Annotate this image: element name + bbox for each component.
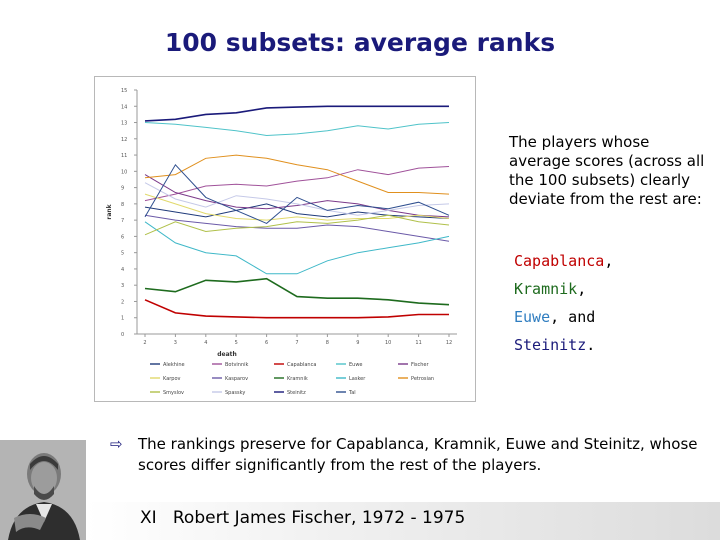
legend-label: Petrosian bbox=[411, 376, 434, 382]
legend-label: Karpov bbox=[163, 376, 181, 382]
x-tick-label: 8 bbox=[326, 340, 329, 346]
series-line-fischer bbox=[144, 174, 450, 218]
footer-caption: XI Robert James Fischer, 1972 - 1975 bbox=[140, 508, 466, 528]
series-line-spassky bbox=[144, 182, 450, 216]
series-line-tal bbox=[144, 163, 450, 224]
player-name-suffix: , and bbox=[550, 308, 596, 326]
x-tick-label: 4 bbox=[204, 340, 207, 346]
player-name: Euwe bbox=[514, 308, 551, 326]
x-tick-label: 3 bbox=[174, 340, 177, 346]
x-tick-label: 5 bbox=[235, 340, 238, 346]
y-tick-label: 10 bbox=[121, 169, 127, 175]
y-tick-label: 11 bbox=[121, 153, 127, 159]
legend-label: Fischer bbox=[411, 362, 430, 368]
portrait-illustration bbox=[0, 440, 86, 540]
y-tick-label: 14 bbox=[121, 104, 127, 110]
summary-text: The rankings preserve for Capablanca, Kr… bbox=[138, 435, 698, 474]
y-tick-label: 12 bbox=[121, 137, 127, 143]
y-tick-label: 7 bbox=[121, 218, 124, 224]
series-line-steinitz bbox=[144, 105, 449, 122]
y-tick-label: 4 bbox=[121, 267, 124, 273]
legend-label: Lasker bbox=[349, 376, 366, 382]
y-tick-label: 15 bbox=[121, 88, 127, 94]
x-tick-label: 11 bbox=[415, 340, 421, 346]
x-axis-label: death bbox=[217, 351, 237, 358]
player-name: Kramnik bbox=[514, 280, 578, 298]
portrait-photo bbox=[0, 440, 86, 540]
legend-label: Spassky bbox=[225, 390, 245, 396]
series-line-euwe bbox=[144, 122, 450, 137]
legend-label: Botvinnik bbox=[225, 362, 249, 368]
x-tick-label: 10 bbox=[385, 340, 391, 346]
player-name-item: Euwe, and bbox=[514, 303, 714, 331]
legend-label: Alekhine bbox=[163, 362, 185, 368]
y-axis-label: rank bbox=[106, 203, 113, 219]
series-line-alekhine bbox=[144, 203, 450, 219]
x-tick-label: 7 bbox=[295, 340, 298, 346]
legend-label: Capablanca bbox=[287, 362, 316, 368]
y-tick-label: 0 bbox=[121, 332, 124, 338]
footer-bar bbox=[86, 502, 720, 540]
series-line-kramnik bbox=[144, 277, 450, 306]
series-line-smyslov bbox=[144, 214, 450, 236]
y-tick-label: 13 bbox=[121, 121, 127, 127]
series-line-lasker bbox=[144, 221, 450, 275]
y-tick-label: 6 bbox=[121, 234, 124, 240]
y-tick-label: 2 bbox=[121, 299, 124, 305]
y-tick-label: 5 bbox=[121, 251, 124, 257]
player-name-item: Kramnik, bbox=[514, 275, 714, 303]
legend-label: Smyslov bbox=[163, 390, 184, 396]
legend-label: Steinitz bbox=[287, 390, 306, 396]
legend-label: Tal bbox=[348, 390, 356, 396]
x-tick-label: 6 bbox=[265, 340, 268, 346]
player-name-suffix: , bbox=[577, 280, 587, 298]
legend-label: Kramnik bbox=[287, 376, 308, 382]
y-tick-label: 9 bbox=[121, 186, 124, 192]
arrow-bullet-icon: ⇨ bbox=[110, 435, 123, 453]
player-name-suffix: , bbox=[604, 252, 614, 270]
x-tick-label: 12 bbox=[446, 340, 452, 346]
series-line-botvinnik bbox=[144, 166, 450, 202]
side-description: The players whose average scores (across… bbox=[509, 133, 705, 208]
player-name: Capablanca bbox=[514, 252, 605, 270]
rank-chart: 0 1 2 3 4 5 6 7 8 9 10 11 12 13 14 15 2 3 4 5 6 7 8 9 10 11 12 rank… bbox=[94, 76, 476, 402]
deviating-players-list: Capablanca, Kramnik, Euwe, and Steinitz. bbox=[514, 247, 714, 359]
y-tick-label: 1 bbox=[121, 316, 124, 322]
series-line-petrosian bbox=[144, 154, 450, 195]
legend-label: Euwe bbox=[349, 362, 363, 368]
player-name-item: Capablanca, bbox=[514, 247, 714, 275]
x-tick-label: 9 bbox=[356, 340, 359, 346]
summary-bullet: ⇨ The rankings preserve for Capablanca, … bbox=[110, 434, 710, 476]
player-name-suffix: . bbox=[586, 336, 596, 354]
player-name: Steinitz bbox=[514, 336, 587, 354]
y-tick-label: 8 bbox=[121, 202, 124, 208]
legend-label: Kasparov bbox=[225, 376, 248, 382]
series-line-kasparov bbox=[144, 214, 450, 242]
x-tick-label: 2 bbox=[143, 340, 146, 346]
series-line-capablanca bbox=[144, 299, 449, 319]
player-name-item: Steinitz. bbox=[514, 331, 714, 359]
y-tick-label: 3 bbox=[121, 283, 124, 289]
slide-title: 100 subsets: average ranks bbox=[164, 28, 556, 57]
